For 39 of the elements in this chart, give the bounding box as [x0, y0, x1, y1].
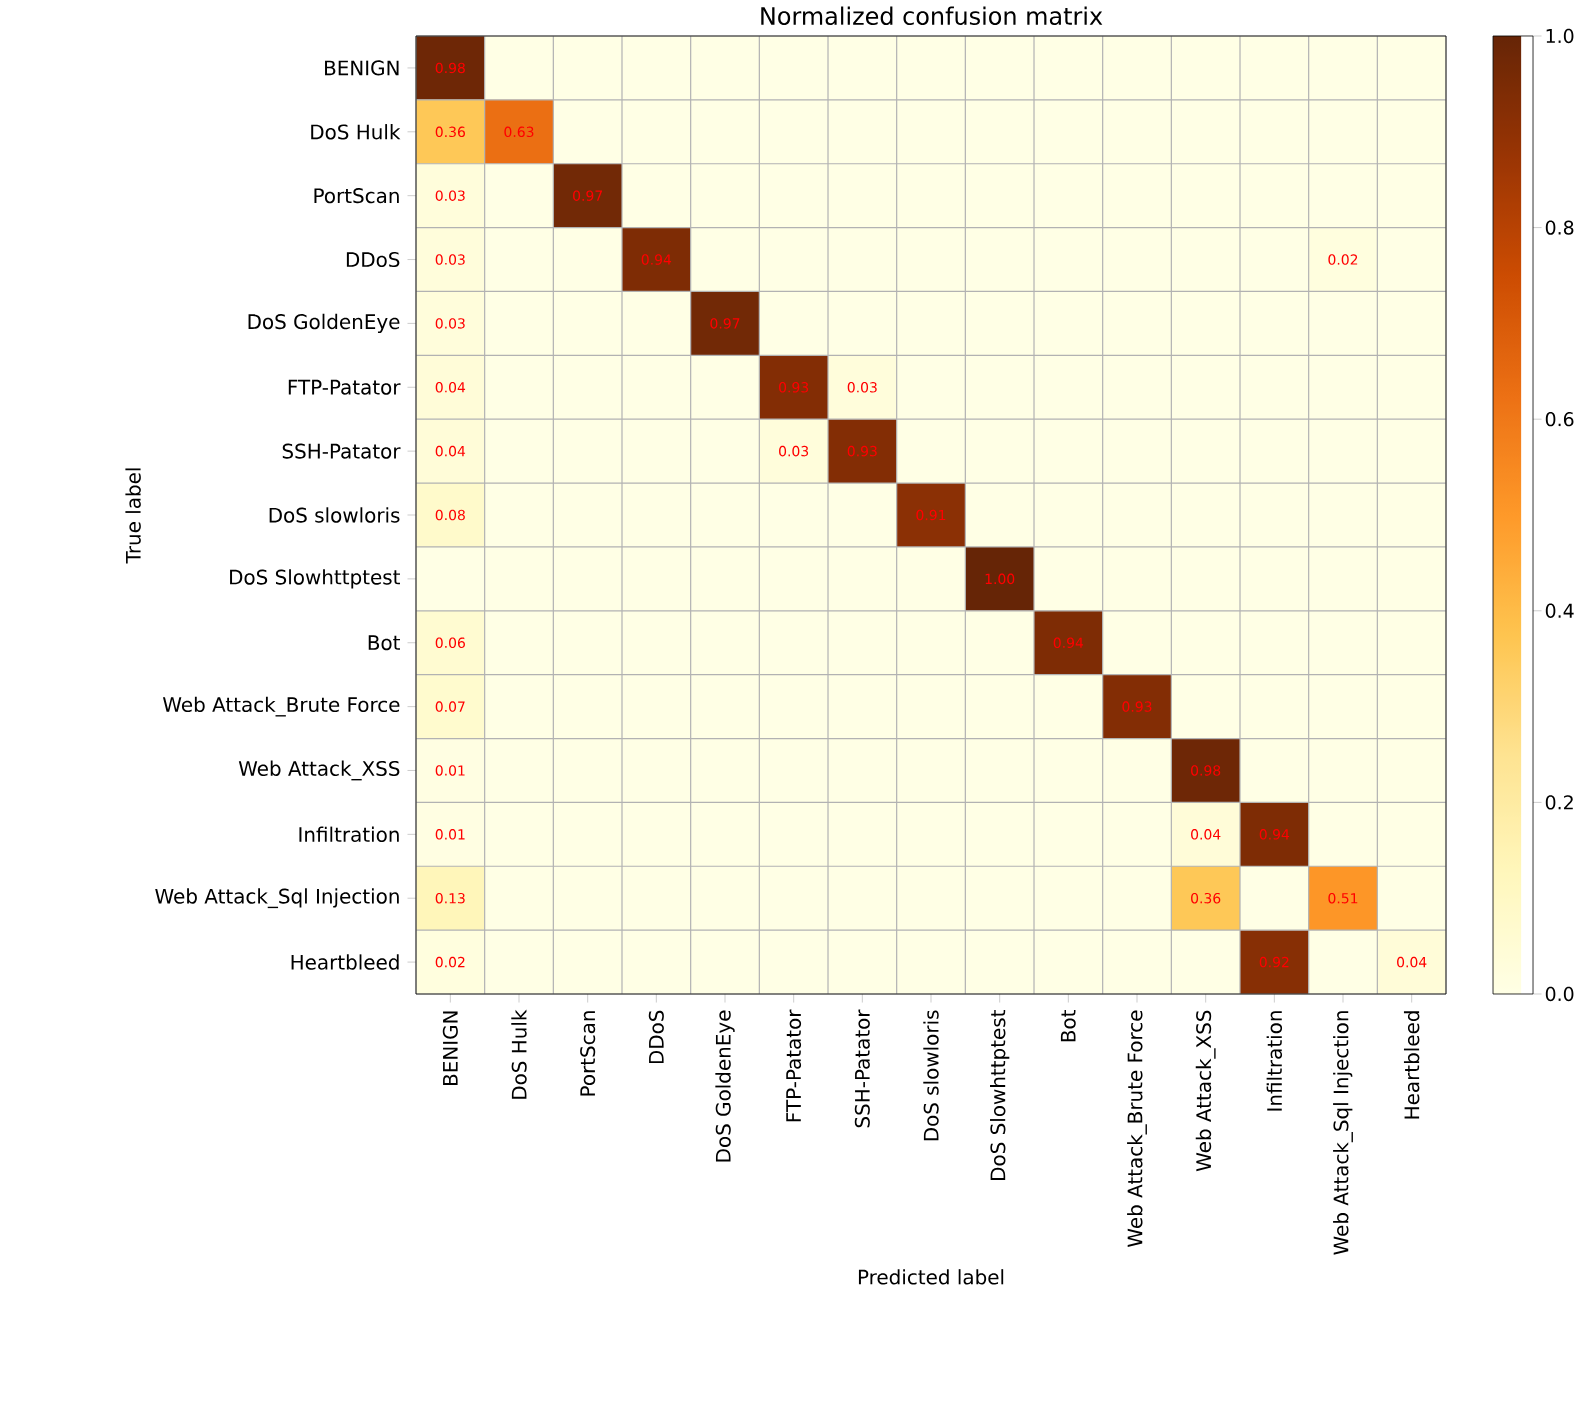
color-bar-label: 0.8	[1545, 220, 1574, 235]
y-tick-label: Web Attack_Sql Injection	[155, 888, 399, 909]
color-bar-label: 0.2	[1545, 795, 1573, 810]
y-tick-label: Bot	[368, 635, 400, 651]
x-tick-label: PortScan	[580, 1011, 596, 1096]
color-bar-label: 0.0	[1545, 986, 1574, 1002]
x-tick-label: Bot	[1060, 1010, 1076, 1042]
x-tick-label: Web Attack_Sql Injection	[1333, 1011, 1353, 1255]
x-tick-label: DDoS	[648, 1010, 664, 1064]
x-tick-label: Infiltration	[1266, 1011, 1283, 1111]
x-tick-label: Web Attack_Brute Force	[1127, 1010, 1147, 1248]
x-axis-title: Predicted label	[858, 1269, 1004, 1285]
x-tick-label: Web Attack_XSS	[1195, 1010, 1216, 1172]
chart-title: Normalized confusion matrix	[761, 6, 1103, 26]
y-tick-label: BENIGN	[325, 60, 399, 76]
y-tick-label: DoS slowloris	[269, 507, 400, 523]
color-bar-label: 0.6	[1545, 412, 1574, 427]
x-tick-label: BENIGN	[442, 1011, 458, 1085]
color-bar-label: 1.0	[1546, 28, 1574, 44]
y-tick-label: Heartbleed	[291, 954, 399, 970]
y-tick-label: DoS Slowhttptest	[230, 569, 400, 589]
x-tick-label: DoS Slowhttptest	[990, 1010, 1010, 1180]
x-tick-label: SSH-Patator	[854, 1009, 870, 1128]
x-tick-label: Heartbleed	[1403, 1011, 1420, 1119]
y-tick-label: DoS Hulk	[311, 124, 401, 140]
y-tick-label: Infiltration	[299, 826, 399, 843]
x-tick-label: DoS slowloris	[923, 1010, 939, 1141]
x-tick-label: FTP-Patator	[786, 1009, 802, 1122]
y-tick-label: SSH-Patator	[282, 443, 401, 459]
y-tick-label: Web Attack_Brute Force	[162, 696, 400, 717]
y-tick-label: DoS GoldenEye	[248, 313, 400, 334]
y-tick-label: Web Attack_XSS	[238, 760, 400, 781]
y-tick-label: PortScan	[314, 188, 399, 204]
y-tick-label: DDoS	[346, 251, 400, 268]
x-tick-label: DoS GoldenEye	[715, 1010, 735, 1162]
y-axis-title: True label	[125, 468, 141, 564]
color-bar-label: 0.4	[1545, 603, 1574, 618]
x-tick-label: DoS Hulk	[511, 1009, 527, 1099]
y-tick-label: FTP-Patator	[288, 379, 401, 395]
